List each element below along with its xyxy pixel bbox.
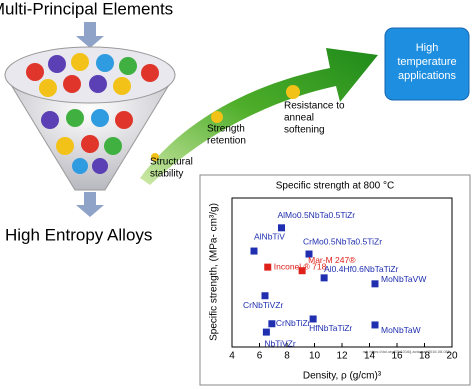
- point-label: MoNbTaW: [381, 325, 421, 335]
- goal-box: [384, 27, 470, 101]
- stage-label: anneal: [284, 113, 314, 124]
- point: [261, 292, 269, 300]
- point-label: HfNbTaTiZr: [309, 323, 352, 333]
- stage-label: Resistance to: [284, 101, 345, 112]
- point: [250, 247, 258, 255]
- progress-arrow: [140, 48, 378, 185]
- bottom-label: High Entropy Alloys: [5, 225, 152, 244]
- stage-label: retention: [207, 136, 246, 147]
- x-tick-label: 10: [309, 351, 321, 362]
- point-label: AlNbTiV: [254, 231, 285, 241]
- x-tick-label: 14: [364, 351, 376, 362]
- stage-label: Strength: [207, 124, 245, 135]
- stages: Structural stability Strength retention …: [150, 101, 345, 180]
- chart-title: Specific strength at 800 °C: [276, 181, 395, 192]
- point: [309, 315, 317, 323]
- chart-frame: [199, 174, 471, 386]
- x-tick-label: 4: [229, 351, 235, 362]
- funnel: [4, 46, 176, 191]
- x-tick-label: 6: [257, 351, 263, 362]
- down-arrow: [76, 192, 104, 217]
- x-tick-label: 20: [446, 351, 458, 362]
- x-tick-label: 12: [336, 351, 348, 362]
- stage-label: softening: [284, 125, 325, 136]
- stage-label: Structural: [150, 157, 193, 168]
- point-label: CrMo0.5NbTa0.5TiZr: [303, 236, 382, 246]
- goal-label: temperature: [397, 56, 456, 68]
- point: [305, 250, 313, 258]
- x-tick-label: 8: [284, 351, 290, 362]
- point-label: AlMo0.5NbTa0.5TiZr: [278, 210, 356, 220]
- point: [262, 328, 270, 336]
- point: [371, 280, 379, 288]
- stage-label: stability: [150, 169, 183, 180]
- point: [264, 263, 272, 271]
- point-label: Al0.4Hf0.6NbTaTiZr: [324, 264, 398, 274]
- goal-label: High: [416, 42, 439, 54]
- goal-label: applications: [398, 70, 457, 82]
- y-axis-label: Specific strength, (MPa- cm³/g): [209, 203, 220, 341]
- stage-dot: [286, 85, 300, 99]
- top-label: Multi-Principal Elements: [0, 0, 173, 18]
- point: [371, 321, 379, 329]
- reference: ref: https://doi.org/10.1016/j.actamat.2…: [363, 349, 451, 354]
- point: [268, 320, 276, 328]
- point-label: CrNbTiZr: [276, 318, 311, 328]
- point-label: Mar-M 247®: [308, 255, 356, 265]
- x-tick-label: 18: [419, 351, 431, 362]
- point-label: CrNbTiVZr: [243, 300, 283, 310]
- point: [320, 274, 328, 282]
- point-label: NbTiVZr: [264, 338, 295, 348]
- x-tick-label: 16: [391, 351, 403, 362]
- point: [278, 224, 285, 232]
- stage-dot: [151, 153, 159, 161]
- stage-dot: [211, 111, 223, 123]
- down-arrow: [76, 22, 104, 48]
- point-label: Inconel ® 718: [274, 261, 327, 271]
- point-label: MoNbTaVW: [381, 274, 426, 284]
- x-axis-label: Density, ρ (g/cm)³: [303, 371, 382, 382]
- point: [298, 267, 306, 275]
